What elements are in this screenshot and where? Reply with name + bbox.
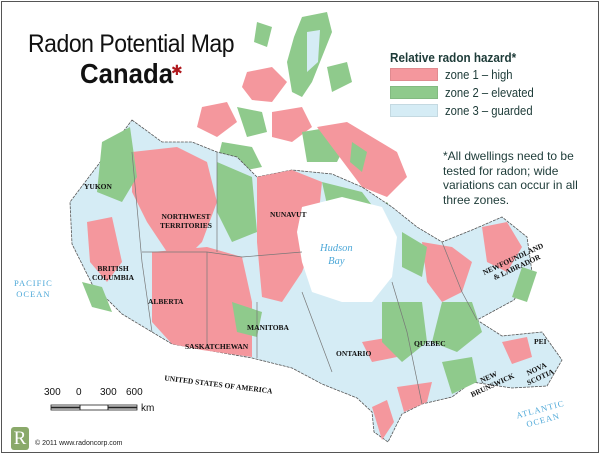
scale-tick: 300 [100, 387, 117, 398]
page-subtitle: Canada [80, 58, 174, 89]
page-title: Radon Potential Map [28, 30, 235, 58]
scale-bar-graphic [50, 404, 138, 411]
zone1-areas [87, 147, 532, 440]
zone2-areas [82, 127, 537, 394]
scale-unit: km [141, 403, 155, 414]
legend-item-zone3: zone 3 – guarded [390, 102, 544, 119]
provincial-borders [131, 151, 478, 405]
label-alberta: ALBERTA [148, 297, 184, 306]
label-ontario: ONTARIO [336, 349, 372, 358]
legend-swatch [390, 68, 438, 81]
footnote: *All dwellings need to be tested for rad… [443, 149, 578, 207]
radoncorp-logo: R [11, 427, 29, 450]
maple-leaf-icon: ✱ [171, 62, 183, 78]
arctic-islands [197, 12, 407, 227]
scale-tick: 300 [44, 387, 61, 398]
legend-swatch [390, 104, 438, 117]
label-hudson-bay: Hudson Bay [320, 243, 353, 267]
label-saskatchewan: SASKATCHEWAN [185, 342, 249, 351]
legend: Relative radon hazard* zone 1 – high zon… [390, 50, 544, 119]
legend-item-zone1: zone 1 – high [390, 66, 544, 83]
label-nwt: NORTHWEST TERRITORIES [160, 212, 212, 230]
legend-item-zone2: zone 2 – elevated [390, 84, 544, 101]
label-bc: BRITISH COLUMBIA [92, 264, 135, 282]
scale-tick: 0 [76, 387, 82, 398]
label-manitoba: MANITOBA [247, 323, 289, 332]
label-pei: PEI [534, 337, 547, 346]
hudson-bay [297, 197, 397, 302]
label-pacific-ocean: PACIFIC OCEAN [14, 278, 53, 299]
legend-label: zone 1 – high [445, 67, 513, 82]
label-quebec: QUEBEC [414, 339, 446, 348]
copyright: © 2011 www.radoncorp.com [35, 440, 123, 447]
legend-title: Relative radon hazard* [390, 50, 517, 65]
scale-tick: 600 [126, 387, 143, 398]
label-nunavut: NUNAVUT [270, 210, 307, 219]
legend-swatch [390, 86, 438, 99]
legend-label: zone 3 – guarded [445, 103, 533, 118]
label-yukon: YUKON [84, 182, 112, 191]
legend-label: zone 2 – elevated [445, 85, 534, 100]
